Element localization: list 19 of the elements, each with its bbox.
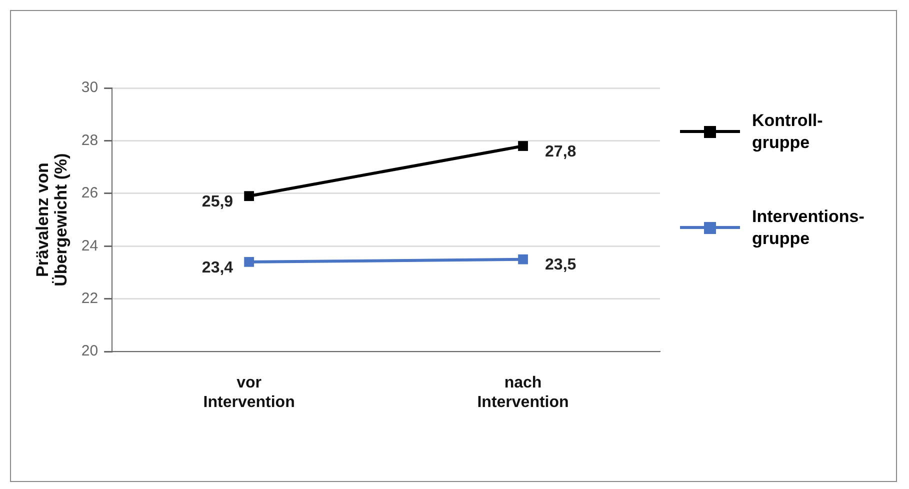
y-tick-label: 20	[81, 342, 98, 360]
y-tick-label: 26	[81, 184, 98, 202]
point	[518, 254, 528, 264]
data-label: 27,8	[545, 143, 576, 160]
data-label: 25,9	[202, 193, 234, 210]
y-tick-label: 30	[81, 79, 98, 96]
legend-label: Interventions- gruppe	[752, 206, 864, 250]
y-tick-label: 28	[81, 132, 98, 149]
y-axis-title: Prävalenz von Übergewicht (%)	[33, 153, 71, 286]
point	[244, 191, 254, 202]
legend-label: Kontroll- gruppe	[752, 110, 823, 154]
y-tick-label: 24	[81, 237, 98, 254]
x-tick-label: nach Intervention	[477, 374, 569, 411]
point	[518, 141, 528, 151]
point	[244, 257, 254, 267]
data-label: 23,5	[545, 256, 576, 274]
data-label: 23,4	[202, 259, 234, 276]
x-tick-label: vor Intervention	[203, 374, 295, 411]
y-tick-label: 22	[81, 290, 98, 308]
